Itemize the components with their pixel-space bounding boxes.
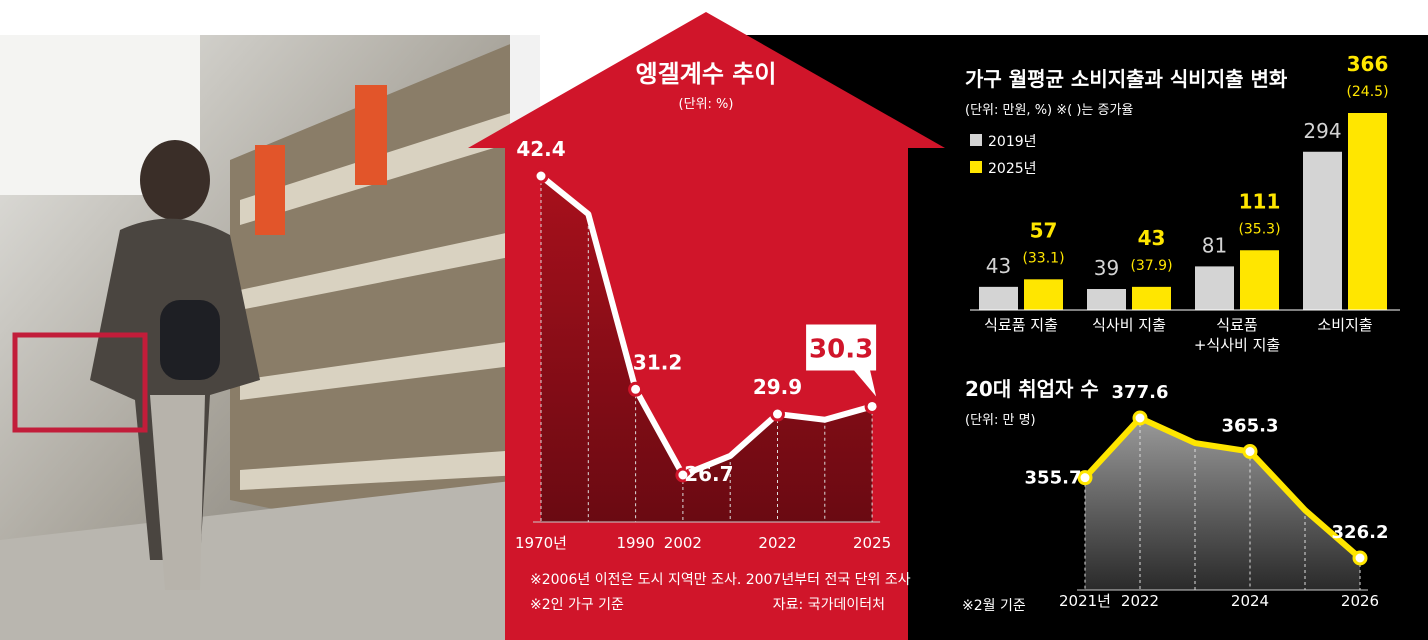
chart-subtitle: (단위: 만 명) [965, 413, 1036, 428]
value-label: 29.9 [753, 375, 802, 399]
bar [1240, 250, 1279, 310]
bar [1087, 289, 1126, 310]
x-tick-label: 2024 [1231, 592, 1269, 610]
point [628, 381, 644, 397]
chart-title: 엥겔계수 추이 [636, 60, 777, 88]
value-label: 111 [1239, 189, 1281, 213]
value-label: 326.2 [1332, 522, 1389, 543]
x-tick-label: 식사비 지출 [1092, 316, 1166, 334]
bar [1348, 113, 1387, 310]
callout-box [806, 324, 877, 397]
chart-title: 가구 월평균 소비지출과 식비지출 변화 [965, 67, 1288, 91]
chart-subtitle: (단위: 만원, %) ※( )는 증가율 [965, 103, 1133, 118]
photo [0, 35, 540, 640]
value-label: 366 [1347, 52, 1389, 76]
value-label: 43 [986, 254, 1011, 278]
rate-label: (35.3) [1238, 221, 1280, 237]
line [539, 173, 873, 478]
x-tick-label: 1990 [617, 534, 655, 552]
legend-swatch [970, 134, 982, 146]
x-tick-label: 식료품 지출 [984, 316, 1058, 334]
x-tick-label: 1970년 [515, 534, 567, 552]
value-label: 31.2 [633, 350, 682, 374]
point [864, 398, 880, 414]
area [1085, 418, 1360, 590]
area [541, 176, 873, 522]
x-tick-label: 2025 [853, 534, 891, 552]
x-tick-label: 2022 [1121, 592, 1159, 610]
x-tick-label: 2021년 [1059, 592, 1111, 610]
value-label: 43 [1138, 226, 1166, 250]
point [675, 467, 691, 483]
chart-subtitle: (단위: %) [679, 97, 734, 112]
value-label: 365.3 [1222, 416, 1279, 437]
rate-label: (24.5) [1346, 84, 1388, 100]
rate-label: (37.9) [1130, 258, 1172, 274]
legend-label: 2025년 [988, 161, 1037, 177]
note: ※2월 기준 [962, 598, 1026, 614]
point [1352, 550, 1368, 566]
value-label: 42.4 [516, 137, 565, 161]
x-tick-label: 식료품 +식사비 지출 [1193, 316, 1281, 354]
value-label: 355.7 [1025, 468, 1082, 489]
point [770, 406, 785, 422]
note: ※2인 가구 기준 [530, 597, 624, 613]
x-tick-label: 2002 [664, 534, 702, 552]
value-label: 30.3 [809, 334, 873, 364]
bar [1195, 266, 1234, 310]
legend-label: 2019년 [988, 134, 1037, 150]
bar [979, 286, 1018, 310]
value-label: 57 [1030, 218, 1058, 242]
value-label: 81 [1202, 233, 1227, 257]
x-tick-label: 2022 [758, 534, 796, 552]
line [1082, 415, 1362, 561]
value-label: 26.7 [684, 462, 733, 486]
value-label: 39 [1094, 256, 1119, 280]
x-tick-label: 소비지출 [1317, 316, 1373, 334]
bar [1024, 279, 1063, 310]
point [1077, 470, 1093, 486]
source: 자료: 국가데이터처 [773, 597, 885, 613]
bar [1132, 286, 1171, 310]
bar [1303, 151, 1342, 310]
x-tick-label: 2026 [1341, 592, 1379, 610]
chart-title: 20대 취업자 수 [965, 377, 1099, 401]
value-label: 377.6 [1112, 382, 1169, 403]
note: ※2006년 이전은 도시 지역만 조사. 2007년부터 전국 단위 조사 [530, 572, 911, 588]
point [1132, 410, 1148, 426]
legend-swatch [970, 161, 982, 173]
point [1242, 444, 1258, 460]
point [533, 168, 549, 184]
rate-label: (33.1) [1022, 250, 1064, 266]
value-label: 294 [1303, 119, 1341, 143]
